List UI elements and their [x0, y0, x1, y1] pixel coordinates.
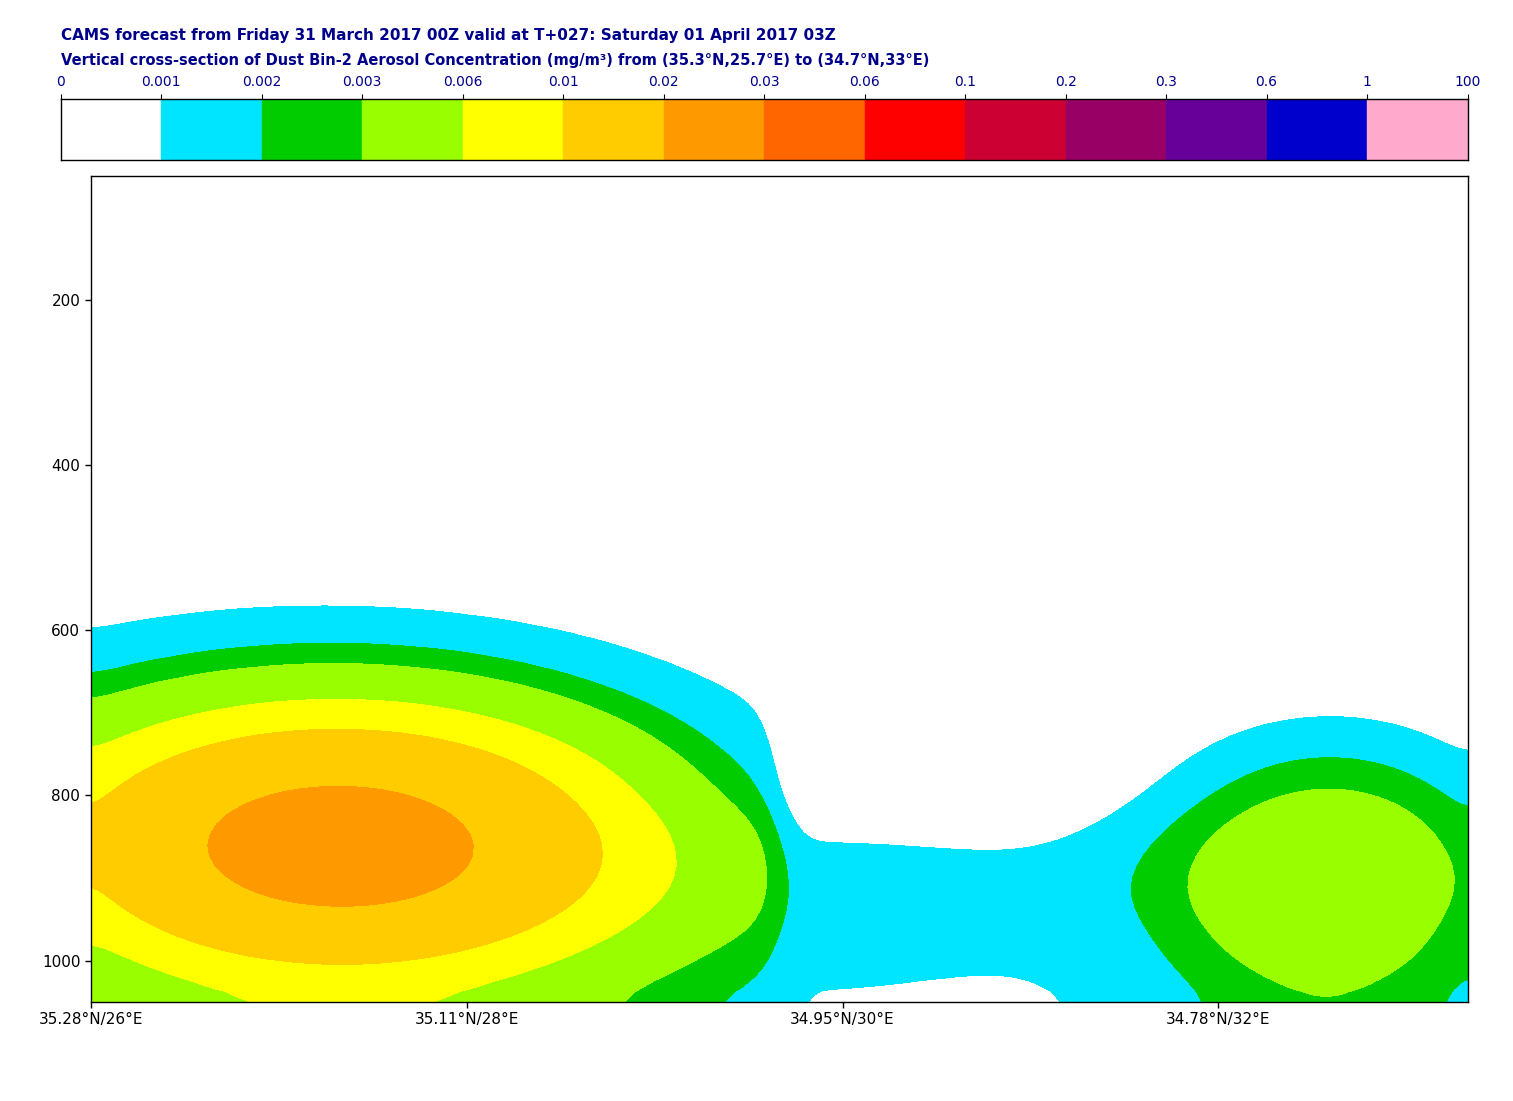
Bar [563, 99, 664, 160]
Bar [1368, 99, 1468, 160]
Bar [160, 99, 262, 160]
Bar [864, 99, 965, 160]
Bar [61, 99, 160, 160]
Bar [965, 99, 1065, 160]
Bar [463, 99, 563, 160]
Bar [1065, 99, 1167, 160]
Text: Vertical cross-section of Dust Bin-2 Aerosol Concentration (mg/m³) from (35.3°N,: Vertical cross-section of Dust Bin-2 Aer… [61, 53, 929, 68]
Bar [1167, 99, 1266, 160]
Bar [664, 99, 764, 160]
Bar [1266, 99, 1368, 160]
Text: CAMS forecast from Friday 31 March 2017 00Z valid at T+027: Saturday 01 April 20: CAMS forecast from Friday 31 March 2017 … [61, 28, 835, 43]
Bar [764, 99, 864, 160]
Bar [262, 99, 362, 160]
Bar [362, 99, 463, 160]
